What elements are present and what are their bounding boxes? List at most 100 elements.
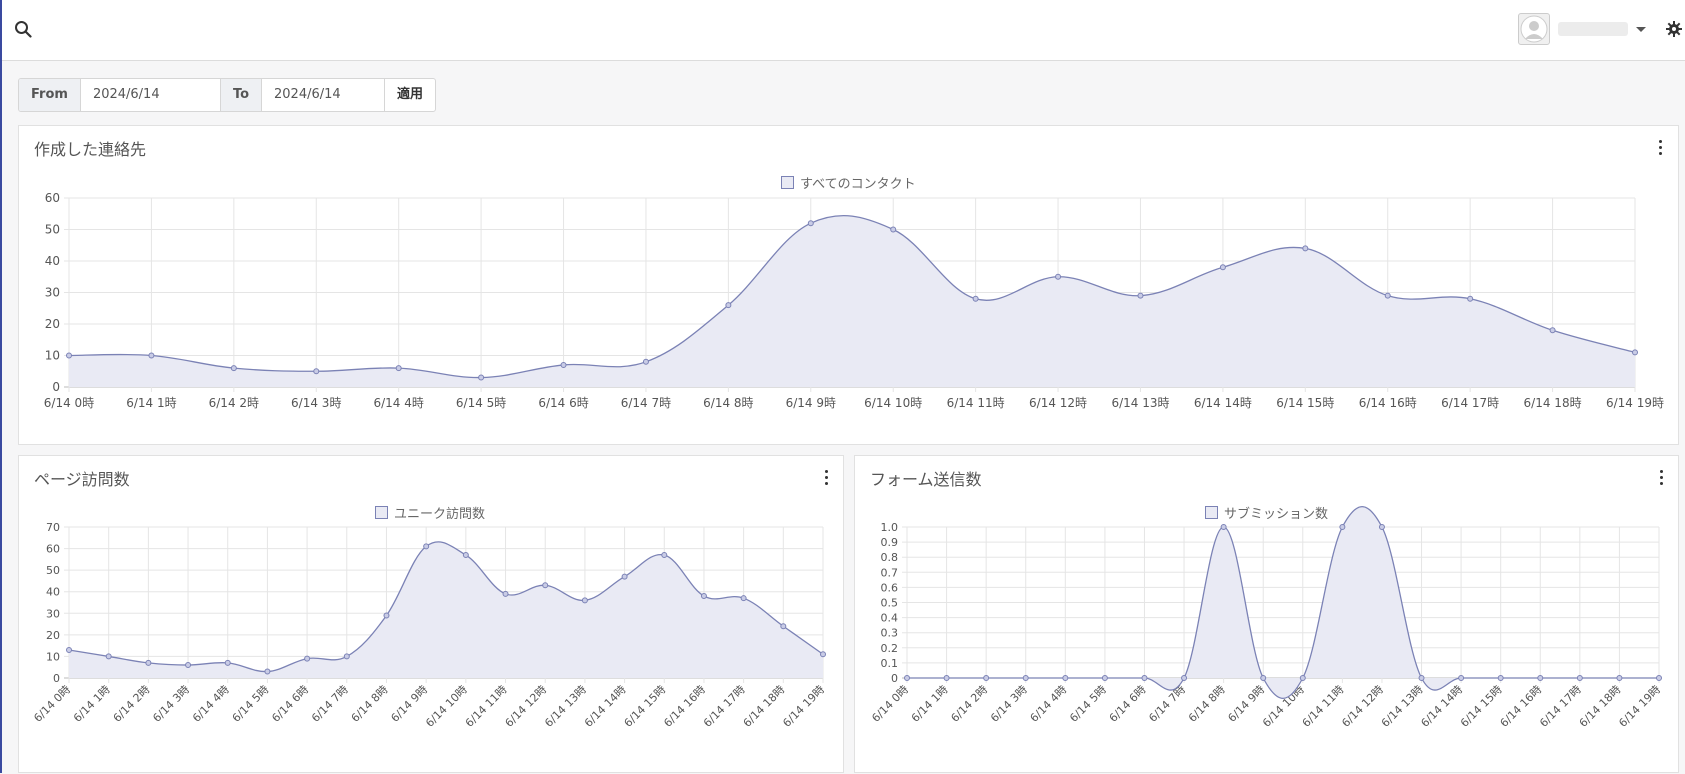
data-point[interactable] [740, 595, 747, 602]
data-point[interactable] [661, 552, 668, 559]
x-tick-label: 6/14 18時 [1524, 396, 1582, 410]
chart-legend[interactable]: すべてのコンタクト [781, 173, 916, 192]
data-point[interactable] [1181, 675, 1188, 681]
x-tick-label: 6/14 11時 [463, 683, 510, 730]
data-point[interactable] [1632, 349, 1638, 356]
search-icon[interactable] [14, 20, 32, 38]
x-tick-label: 6/14 4時 [1028, 683, 1070, 725]
y-tick-label: 50 [46, 564, 60, 577]
data-point[interactable] [502, 590, 509, 597]
data-point[interactable] [1260, 675, 1267, 681]
x-tick-label: 6/14 8時 [349, 683, 391, 725]
data-point[interactable] [560, 361, 567, 368]
gear-icon[interactable] [1666, 21, 1682, 37]
user-avatar-icon[interactable] [1518, 13, 1550, 45]
data-point[interactable] [148, 352, 155, 359]
data-point[interactable] [1467, 295, 1474, 302]
to-date-input[interactable]: 2024/6/14 [262, 79, 386, 111]
more-options-icon[interactable] [1659, 140, 1663, 156]
data-point[interactable] [1339, 524, 1346, 530]
data-point[interactable] [983, 675, 990, 681]
data-point[interactable] [725, 302, 732, 309]
data-point[interactable] [462, 552, 469, 559]
data-point[interactable] [1220, 524, 1227, 530]
y-tick-label: 0.1 [881, 657, 899, 670]
data-point[interactable] [1576, 675, 1583, 681]
data-point[interactable] [1141, 675, 1148, 681]
data-point[interactable] [1616, 675, 1623, 681]
y-tick-label: 10 [45, 349, 60, 363]
data-point[interactable] [642, 358, 649, 365]
user-name[interactable] [1558, 22, 1628, 36]
chart-legend[interactable]: ユニーク訪問数 [375, 503, 485, 522]
from-date-input[interactable]: 2024/6/14 [81, 79, 221, 111]
x-tick-label: 6/14 6時 [269, 683, 311, 725]
data-point[interactable] [621, 573, 628, 580]
data-point[interactable] [1537, 675, 1544, 681]
data-point[interactable] [304, 655, 311, 662]
data-point[interactable] [1137, 292, 1144, 299]
x-tick-label: 6/14 15時 [622, 683, 669, 730]
y-tick-label: 0.4 [881, 612, 899, 625]
data-point[interactable] [423, 543, 430, 550]
x-tick-label: 6/14 3時 [150, 683, 192, 725]
data-point[interactable] [343, 653, 350, 660]
data-point[interactable] [890, 226, 897, 233]
data-point[interactable] [224, 659, 231, 666]
data-point[interactable] [105, 653, 112, 660]
data-point[interactable] [1219, 264, 1226, 271]
data-point[interactable] [700, 593, 707, 600]
legend-swatch [781, 176, 794, 189]
data-point[interactable] [395, 365, 402, 372]
panel-title: フォーム送信数 [870, 470, 982, 489]
data-point[interactable] [383, 612, 390, 619]
chart-legend[interactable]: サブミッション数 [1205, 503, 1328, 522]
data-point[interactable] [1299, 675, 1306, 681]
data-point[interactable] [820, 651, 826, 658]
data-point[interactable] [66, 352, 72, 359]
y-tick-label: 60 [45, 191, 60, 205]
x-tick-label: 6/14 12時 [503, 683, 550, 730]
data-point[interactable] [1101, 675, 1108, 681]
data-point[interactable] [1656, 675, 1662, 681]
data-point[interactable] [1549, 327, 1556, 334]
data-point[interactable] [943, 675, 950, 681]
x-tick-label: 6/14 14時 [1418, 683, 1465, 730]
data-point[interactable] [1497, 675, 1504, 681]
chevron-down-icon[interactable] [1636, 27, 1646, 32]
data-point[interactable] [542, 582, 549, 589]
x-tick-label: 6/14 16時 [661, 683, 708, 730]
data-point[interactable] [1384, 292, 1391, 299]
more-options-icon[interactable] [825, 470, 829, 486]
apply-button[interactable]: 適用 [397, 87, 424, 102]
data-point[interactable] [1458, 675, 1465, 681]
data-point[interactable] [185, 662, 192, 669]
data-point[interactable] [66, 646, 72, 653]
data-point[interactable] [972, 295, 979, 302]
data-point[interactable] [807, 220, 814, 227]
y-tick-label: 30 [45, 286, 60, 300]
data-point[interactable] [1302, 245, 1309, 252]
data-point[interactable] [581, 597, 588, 604]
y-tick-label: 0 [891, 672, 898, 685]
data-point[interactable] [1055, 273, 1062, 280]
data-point[interactable] [1062, 675, 1069, 681]
x-tick-label: 6/14 1時 [909, 683, 951, 725]
y-tick-label: 0.7 [881, 566, 899, 579]
data-point[interactable] [313, 368, 320, 375]
x-tick-label: 6/14 13時 [542, 683, 589, 730]
data-point[interactable] [1022, 675, 1029, 681]
data-point[interactable] [145, 659, 152, 666]
x-tick-label: 6/14 6時 [538, 396, 588, 410]
data-point[interactable] [780, 623, 787, 630]
data-point[interactable] [1378, 524, 1385, 530]
data-point[interactable] [478, 374, 485, 381]
x-tick-label: 6/14 18時 [741, 683, 788, 730]
data-point[interactable] [264, 668, 271, 675]
data-point[interactable] [230, 365, 237, 372]
data-point[interactable] [904, 675, 910, 681]
data-point[interactable] [1418, 675, 1425, 681]
more-options-icon[interactable] [1660, 470, 1664, 486]
x-tick-label: 6/14 2時 [948, 683, 990, 725]
